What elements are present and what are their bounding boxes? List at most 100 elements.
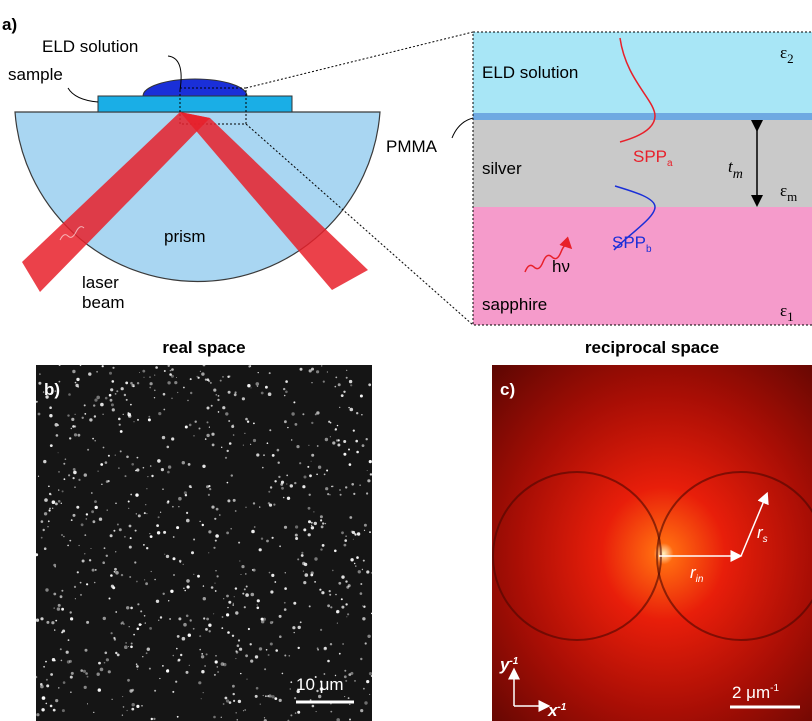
speckle (245, 418, 248, 421)
speckle (327, 493, 329, 495)
speckle (262, 467, 264, 469)
speckle (320, 548, 322, 550)
leader (68, 88, 98, 102)
speckle (104, 547, 106, 549)
panel-title: reciprocal space (585, 338, 719, 357)
speckle (115, 652, 117, 654)
speckle (302, 562, 305, 565)
speckle (144, 615, 146, 617)
speckle (220, 380, 222, 382)
speckle (189, 485, 192, 488)
speckle (227, 499, 230, 502)
speckle (85, 672, 88, 675)
speckle (327, 604, 330, 607)
speckle (258, 372, 259, 373)
speckle (61, 608, 64, 611)
speckle (355, 565, 356, 566)
eld-label: ELD solution (42, 37, 138, 56)
speckle (130, 404, 132, 406)
speckle (162, 488, 164, 490)
speckle (250, 660, 253, 663)
speckle (65, 458, 67, 460)
speckle (367, 635, 370, 638)
speckle (222, 616, 224, 618)
speckle (115, 393, 117, 395)
speckle (132, 703, 135, 706)
speckle (303, 571, 304, 572)
speckle (44, 547, 47, 550)
speckle (360, 395, 363, 398)
speckle (190, 619, 192, 621)
speckle (60, 648, 62, 650)
speckle (344, 544, 347, 547)
speckle (321, 365, 322, 366)
speckle (68, 474, 70, 476)
speckle (245, 593, 249, 597)
speckle (193, 574, 194, 575)
speckle (345, 603, 347, 605)
speckle (109, 394, 112, 397)
speckle (348, 584, 351, 587)
speckle (112, 367, 114, 369)
speckle (339, 489, 341, 491)
speckle (137, 628, 140, 631)
speckle (242, 397, 245, 400)
speckle (145, 504, 146, 505)
speckle (263, 454, 265, 456)
speckle (332, 441, 335, 444)
speckle (284, 420, 287, 423)
speckle (302, 485, 305, 488)
speckle (209, 488, 211, 490)
real-space-image (36, 365, 372, 721)
speckle (208, 624, 211, 627)
speckle (311, 382, 312, 383)
speckle (58, 452, 59, 453)
speckle (322, 522, 324, 524)
speckle (337, 444, 340, 447)
speckle (97, 471, 98, 472)
speckle (149, 668, 151, 670)
speckle (154, 397, 155, 398)
speckle (218, 395, 220, 397)
speckle (149, 627, 152, 630)
speckle (136, 665, 139, 668)
speckle (201, 670, 204, 673)
speckle (308, 445, 309, 446)
speckle (318, 466, 321, 469)
speckle (203, 617, 205, 619)
speckle (217, 666, 219, 668)
speckle (161, 468, 164, 471)
speckle (88, 372, 91, 375)
speckle (158, 620, 159, 621)
speckle (86, 518, 88, 520)
speckle (316, 370, 319, 373)
speckle (105, 397, 108, 400)
speckle (265, 386, 268, 389)
speckle (223, 598, 224, 599)
speckle (78, 479, 80, 481)
speckle (253, 569, 256, 572)
speckle (100, 668, 104, 672)
speckle (231, 425, 234, 428)
speckle (172, 691, 174, 693)
speckle (95, 506, 98, 509)
speckle (137, 382, 139, 384)
speckle (237, 644, 240, 647)
speckle (356, 556, 359, 559)
speckle (89, 559, 91, 561)
speckle (84, 686, 87, 689)
speckle (340, 494, 342, 496)
speckle (302, 413, 304, 415)
speckle (235, 391, 237, 393)
speckle (225, 457, 227, 459)
speckle (130, 382, 133, 385)
speckle (341, 598, 343, 600)
speckle (227, 482, 229, 484)
speckle (261, 538, 263, 540)
speckle (361, 414, 362, 415)
speckle (186, 671, 189, 674)
speckle (158, 412, 161, 415)
laser-label: laserbeam (82, 273, 125, 312)
speckle (110, 399, 113, 402)
speckle (282, 673, 284, 675)
